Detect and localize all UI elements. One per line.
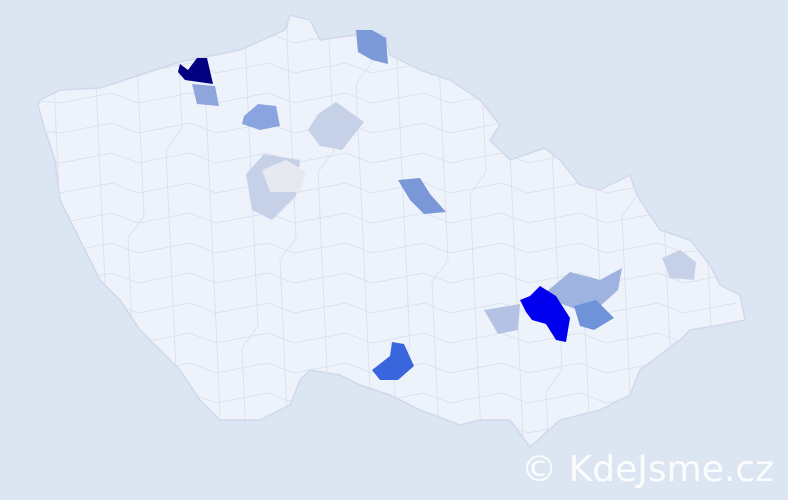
- district-highlight[interactable]: [484, 304, 520, 334]
- district-highlight[interactable]: [192, 84, 219, 106]
- district-border: [355, 19, 373, 437]
- district-border: [38, 332, 737, 344]
- district-highlight[interactable]: [662, 250, 696, 280]
- district-highlight[interactable]: [398, 178, 446, 214]
- district-border: [279, 19, 297, 437]
- district-highlight[interactable]: [546, 268, 622, 310]
- district-border: [697, 19, 715, 437]
- district-highlight[interactable]: [262, 160, 306, 192]
- district-highlight[interactable]: [308, 102, 364, 150]
- district-border: [38, 212, 737, 224]
- district-highlight[interactable]: [372, 342, 414, 380]
- district-border: [38, 302, 737, 314]
- district-border: [38, 242, 737, 254]
- watermark: © KdeJsme.cz: [521, 449, 774, 490]
- district-border: [659, 19, 677, 437]
- district-border: [38, 422, 737, 434]
- district-highlight[interactable]: [356, 30, 388, 64]
- district-highlight[interactable]: [574, 300, 614, 330]
- district-border: [51, 19, 69, 437]
- district-highlight[interactable]: [178, 58, 213, 84]
- country-outline: [37, 14, 746, 449]
- district-highlight[interactable]: [520, 286, 570, 342]
- district-highlight[interactable]: [242, 104, 280, 130]
- district-border: [38, 182, 737, 194]
- district-border: [431, 19, 449, 437]
- district-border: [241, 19, 259, 437]
